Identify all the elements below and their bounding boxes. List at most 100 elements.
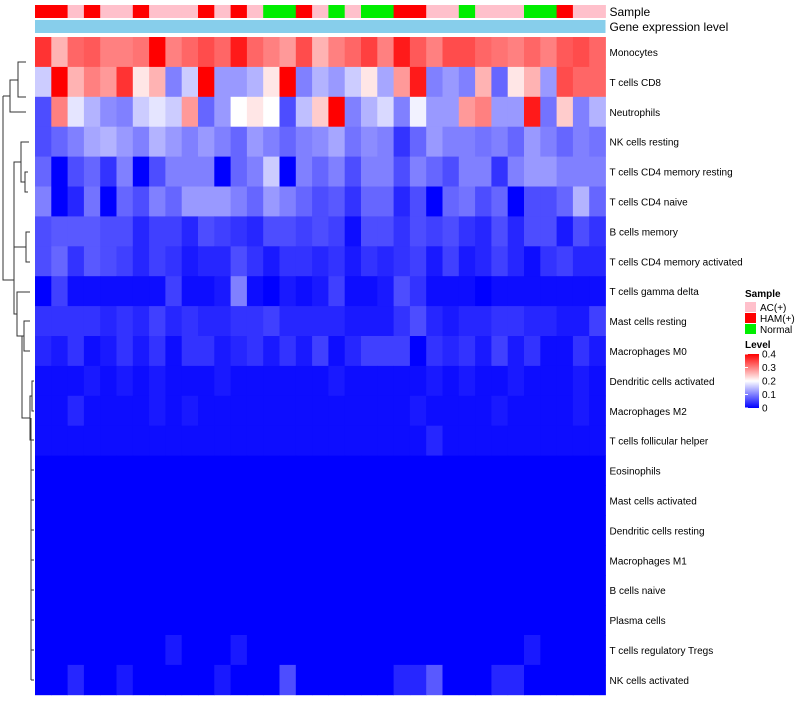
level-tick-label: 0.2 [762,377,776,388]
heatmap-cell [393,186,411,217]
heatmap-cell [328,545,346,576]
heatmap-cell [198,156,215,187]
heatmap-cell [67,605,85,636]
heatmap-cell [491,575,509,606]
heatmap-cell [263,635,280,666]
heatmap-cell [377,186,394,217]
heatmap-cell [328,664,346,696]
heatmap-cell [312,485,329,516]
heatmap-cell [312,365,329,397]
heatmap-cell [149,485,166,516]
heatmap-cell [100,216,117,247]
heatmap-cell [263,186,280,217]
heatmap-cell [344,545,362,576]
heatmap-cell [426,156,443,187]
heatmap-cell [572,485,590,516]
heatmap-cell [377,545,394,576]
sample-annotation-cell [51,5,68,18]
heatmap-cell [214,395,231,427]
row-label: Plasma cells [610,616,666,627]
heatmap-cell [458,96,476,128]
heatmap-cell [312,664,329,696]
heatmap-cell [589,664,606,696]
heatmap-cell [524,216,541,247]
heatmap-cell [377,485,394,516]
row-labels: Monocytes T cells CD8 Neutrophils NK cells … [610,48,743,687]
heatmap-cell [458,186,476,217]
row-label: Mast cells resting [610,317,687,328]
heatmap-cell [409,485,427,516]
heatmap-cell [132,485,150,516]
heatmap-cell [507,485,525,516]
heatmap-cell [51,156,68,187]
heatmap-cell [214,605,231,636]
heatmap-cell [393,575,411,606]
heatmap-cell [214,635,231,666]
heatmap-cell [458,336,476,367]
heatmap-cell [426,96,443,128]
heatmap-cell [279,37,297,68]
sample-annotation-cell [491,5,509,18]
heatmap-cell [149,395,166,427]
heatmap-cell [458,126,476,157]
heatmap-cell [83,545,101,576]
heatmap-cell [426,126,443,157]
heatmap-cell [426,216,443,247]
heatmap-cell [442,37,460,68]
heatmap-cell [246,575,264,606]
heatmap-cell [181,515,199,546]
heatmap-cell [51,216,68,247]
heatmap-cell [409,96,427,128]
heatmap-cell [214,485,231,516]
heatmap-cell [426,635,443,666]
heatmap-cell [475,216,492,247]
heatmap-cell [279,96,297,128]
heatmap-cell [51,664,68,696]
heatmap-cell [589,246,606,277]
heatmap-cell [491,545,509,576]
heatmap-cell [377,156,394,187]
heatmap-cell [556,365,574,397]
heatmap-cell [116,246,134,277]
heatmap-cell [246,485,264,516]
heatmap-cell [51,425,68,456]
heatmap-cell [295,455,313,486]
heatmap-cell [67,664,85,696]
legend-swatch-normal [745,324,756,334]
heatmap-cell [116,575,134,606]
heatmap-cell [116,365,134,397]
row-label: T cells CD4 memory activated [610,257,743,268]
heatmap-cell [198,485,215,516]
sample-annotation-cell [475,5,492,18]
heatmap-cell [458,37,476,68]
sample-annotation-cell [116,5,134,18]
row-label: Macrophages M0 [610,347,688,358]
heatmap-cell [67,395,85,427]
heatmap-cell [442,276,460,307]
heatmap-cell [540,186,557,217]
heatmap-cell [589,365,606,397]
heatmap-cell [149,276,166,307]
heatmap-cell [442,156,460,187]
heatmap-cell [589,66,606,98]
heatmap-cell [572,455,590,486]
heatmap-cell [214,545,231,576]
row-label: B cells memory [610,227,678,238]
heatmap-cell [328,156,346,187]
heatmap-cell [491,455,509,486]
heatmap-cell [35,635,52,666]
heatmap-cell [230,186,248,217]
legend-swatch-ham [745,313,756,323]
heatmap-cell [263,336,280,367]
heatmap-cell [377,336,394,367]
heatmap-cell [491,96,509,128]
heatmap-cell [556,635,574,666]
heatmap-cell [312,66,329,98]
heatmap-cell [475,66,492,98]
heatmap-cell [475,635,492,666]
heatmap-cell [230,246,248,277]
heatmap-cell [524,336,541,367]
heatmap-cell [589,485,606,516]
heatmap-cell [361,425,378,456]
heatmap-cell [214,246,231,277]
